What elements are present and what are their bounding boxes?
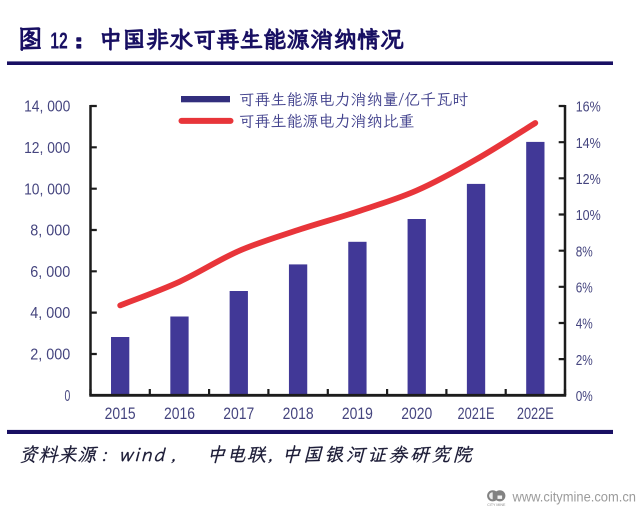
svg-text:12%: 12% (576, 172, 601, 188)
svg-text:4, 000: 4, 000 (30, 305, 70, 322)
svg-text:CITY MINE: CITY MINE (487, 503, 506, 507)
svg-text:14, 000: 14, 000 (24, 99, 70, 116)
svg-text:2, 000: 2, 000 (30, 347, 70, 364)
svg-text:2021E: 2021E (458, 404, 495, 423)
svg-text:2019: 2019 (342, 404, 373, 423)
svg-text:www.citymine.com.cn: www.citymine.com.cn (512, 490, 636, 505)
svg-text:6, 000: 6, 000 (30, 264, 70, 281)
svg-text:8, 000: 8, 000 (30, 223, 70, 240)
svg-text:2016: 2016 (164, 404, 195, 423)
svg-text:2017: 2017 (223, 404, 254, 423)
svg-text:2020: 2020 (401, 404, 432, 423)
svg-text:10, 000: 10, 000 (24, 181, 70, 198)
svg-text:2015: 2015 (105, 404, 136, 423)
svg-text:4%: 4% (576, 317, 593, 333)
svg-text:16%: 16% (576, 100, 601, 116)
svg-text:6%: 6% (576, 281, 593, 297)
svg-text:14%: 14% (576, 136, 601, 152)
svg-text:12: 12 (50, 28, 68, 54)
svg-text:0: 0 (65, 388, 71, 405)
svg-text:8%: 8% (576, 244, 593, 260)
svg-text:2018: 2018 (283, 404, 314, 423)
svg-text:0%: 0% (576, 389, 593, 405)
svg-text:10%: 10% (576, 208, 601, 224)
svg-text:12, 000: 12, 000 (24, 140, 70, 157)
svg-text:2%: 2% (576, 353, 593, 369)
svg-text:2022E: 2022E (517, 404, 554, 423)
